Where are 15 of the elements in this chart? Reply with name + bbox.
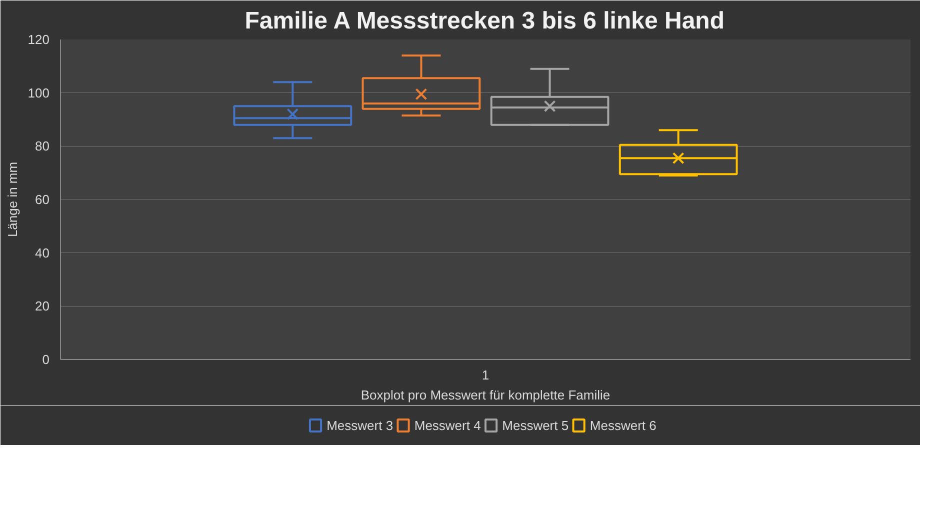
- legend-label: Messwert 4: [414, 418, 481, 433]
- y-tick-label: 40: [35, 245, 50, 260]
- y-axis-title: Länge in mm: [4, 162, 20, 238]
- y-tick-label: 0: [42, 352, 50, 367]
- legend-label: Messwert 3: [326, 418, 394, 433]
- y-tick-label: 60: [35, 192, 50, 207]
- chart-title: Familie A Messstrecken 3 bis 6 linke Hand: [244, 8, 724, 34]
- legend-label: Messwert 6: [590, 418, 656, 433]
- y-tick-label: 120: [28, 32, 50, 47]
- legend-label: Messwert 5: [502, 418, 569, 433]
- y-tick-label: 100: [28, 85, 50, 100]
- y-tick-label: 80: [35, 138, 50, 154]
- x-axis-title: Boxplot pro Messwert für komplette Familie: [360, 388, 610, 402]
- x-tick-label: 1: [482, 368, 490, 382]
- y-tick-label: 20: [35, 298, 50, 314]
